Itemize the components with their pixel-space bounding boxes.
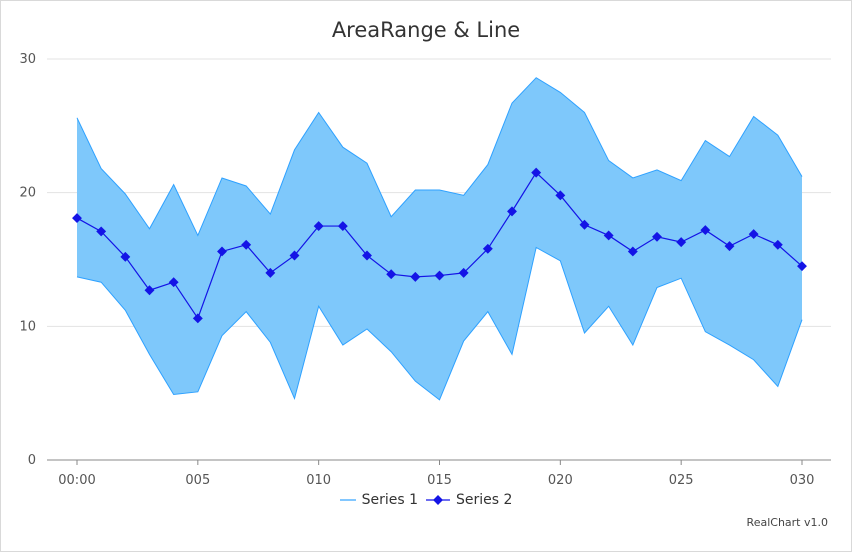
series-2-point	[217, 246, 227, 257]
series-2-point	[192, 313, 203, 324]
legend-series-2-swatch	[426, 495, 450, 505]
chart-title: AreaRange & Line	[331, 18, 521, 42]
series-2-point	[410, 271, 421, 282]
legend-label-series-2: Series 2	[456, 492, 513, 508]
credits: RealChart v1.0	[746, 516, 828, 529]
y-axis-ticks: 0 10 20 30	[19, 52, 36, 468]
x-tick-label: 010	[306, 473, 331, 488]
series-2-point	[627, 246, 638, 257]
series-2-point	[168, 277, 179, 288]
series-2-point	[724, 241, 735, 252]
series-2-point	[458, 267, 469, 278]
series-1-range-fill	[77, 77, 802, 400]
series-2-point	[144, 285, 155, 296]
series-2-point	[72, 213, 82, 224]
series-2-point	[748, 229, 759, 240]
series-2-line	[72, 167, 807, 324]
series-2-point	[603, 230, 614, 241]
y-tick-label: 30	[19, 52, 36, 67]
series-1-low-line	[76, 246, 803, 401]
series-2-point	[652, 231, 662, 242]
series-1-high-line	[76, 77, 803, 237]
series-2-point	[96, 226, 107, 237]
series-2-point	[507, 206, 517, 217]
x-tick-label: 00:00	[58, 473, 95, 488]
series-2-point	[772, 239, 783, 250]
series-2-point	[531, 167, 542, 178]
series-2-point	[676, 237, 687, 248]
series-2-point	[265, 267, 276, 278]
legend: Series 1 Series 2	[0, 492, 852, 508]
series-2-point	[797, 261, 807, 272]
y-tick-label: 0	[28, 453, 36, 468]
series-2-point	[120, 251, 131, 262]
x-tick-label: 020	[548, 473, 573, 488]
x-axis: 00:00 005 010 015 020 025 030	[58, 460, 814, 488]
series-2-point	[241, 239, 252, 250]
series-2-point	[434, 270, 445, 281]
series-2-point	[386, 269, 397, 280]
series-2-point	[555, 190, 566, 201]
series-2-point	[313, 221, 324, 232]
legend-label-series-1: Series 1	[361, 492, 418, 508]
x-tick-label: 030	[790, 473, 815, 488]
series-1-area	[76, 77, 803, 401]
legend-series-1-swatch	[339, 499, 356, 501]
x-tick-label: 015	[427, 473, 452, 488]
y-tick-label: 20	[19, 186, 36, 201]
series-2-point	[482, 243, 493, 254]
x-tick-label: 005	[185, 473, 210, 488]
x-tick-label: 025	[669, 473, 694, 488]
legend-item-series-2[interactable]: Series 2	[426, 492, 512, 508]
series-2-point	[579, 219, 590, 230]
series-2-point	[700, 225, 711, 236]
legend-item-series-1[interactable]: Series 1	[339, 492, 418, 508]
y-tick-label: 10	[19, 319, 36, 334]
series-2-point	[337, 221, 348, 232]
